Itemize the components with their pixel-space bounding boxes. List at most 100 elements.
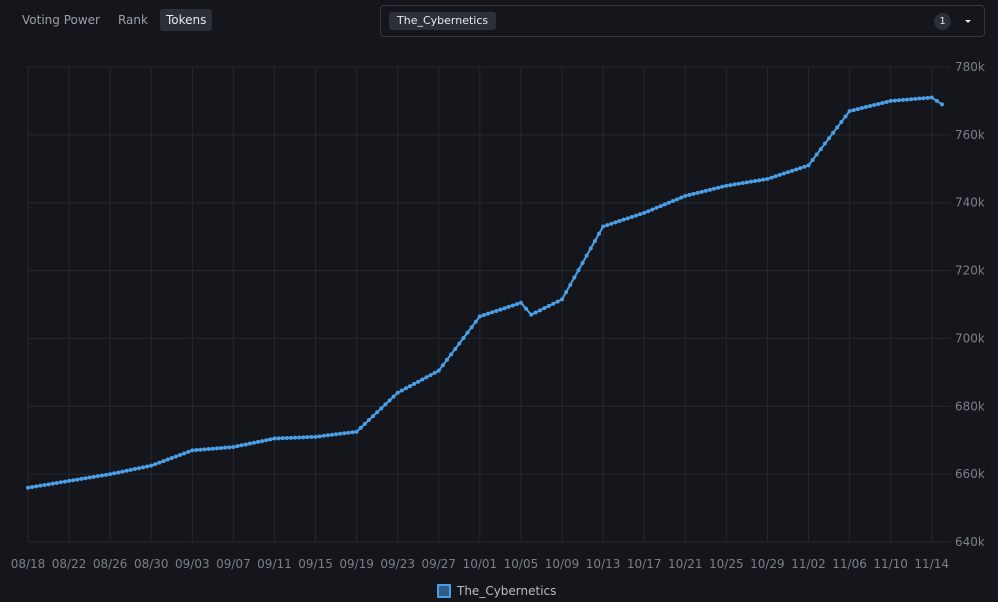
data-point: [695, 190, 700, 195]
data-point: [596, 231, 601, 236]
series-line: [27, 96, 943, 489]
data-point: [716, 185, 721, 190]
data-point: [272, 436, 277, 441]
data-point: [761, 177, 766, 182]
x-tick-label: 08/22: [52, 557, 87, 571]
data-point: [350, 430, 355, 435]
data-point: [428, 373, 433, 378]
data-point: [288, 435, 293, 440]
data-point: [449, 352, 454, 357]
data-point: [929, 95, 934, 100]
data-point: [190, 448, 195, 453]
data-point: [720, 184, 725, 189]
data-point: [473, 319, 478, 324]
x-tick-label: 11/14: [914, 557, 949, 571]
data-point: [206, 447, 211, 452]
data-point: [420, 377, 425, 382]
x-tick-label: 10/09: [545, 557, 580, 571]
data-point: [529, 312, 534, 317]
tab-voting-power[interactable]: Voting Power: [22, 13, 100, 27]
entity-selector[interactable]: The_Cybernetics 1: [380, 5, 985, 37]
data-point: [576, 268, 581, 273]
data-point: [136, 466, 141, 471]
data-point: [284, 436, 289, 441]
data-point: [494, 308, 499, 313]
data-point: [325, 433, 330, 438]
data-point: [806, 163, 811, 168]
data-point: [712, 186, 717, 191]
data-point: [592, 239, 597, 244]
data-point: [617, 219, 622, 224]
selected-entity-chip[interactable]: The_Cybernetics: [389, 12, 497, 30]
view-tabs: Voting Power Rank Tokens: [16, 9, 213, 31]
data-point: [210, 446, 215, 451]
y-tick-label: 740k: [955, 196, 985, 210]
data-point: [538, 308, 543, 313]
data-point: [375, 410, 380, 415]
data-point: [62, 479, 67, 484]
data-point: [395, 390, 400, 395]
data-point: [432, 370, 437, 375]
data-point: [506, 304, 511, 309]
data-point: [387, 398, 392, 403]
data-point: [30, 485, 35, 490]
data-point: [54, 480, 59, 485]
data-point: [827, 136, 832, 141]
x-tick-label: 09/23: [380, 557, 415, 571]
data-point: [58, 480, 63, 485]
x-tick-label: 10/17: [627, 557, 662, 571]
data-point: [391, 394, 396, 399]
x-tick-label: 08/26: [93, 557, 128, 571]
data-point: [268, 437, 273, 442]
data-point: [399, 388, 404, 393]
data-point: [781, 171, 786, 176]
y-tick-label: 680k: [955, 399, 985, 413]
data-point: [362, 421, 367, 426]
data-point: [740, 181, 745, 186]
data-point: [235, 444, 240, 449]
data-point: [601, 224, 606, 229]
data-point: [744, 180, 749, 185]
data-point: [625, 216, 630, 221]
data-point: [650, 207, 655, 212]
data-point: [839, 119, 844, 124]
data-point: [921, 96, 926, 101]
data-point: [802, 164, 807, 169]
data-point: [888, 98, 893, 103]
tab-tokens[interactable]: Tokens: [159, 9, 213, 31]
data-point: [851, 108, 856, 113]
chevron-down-icon[interactable]: [961, 11, 975, 31]
data-point: [868, 104, 873, 109]
data-point: [412, 381, 417, 386]
x-tick-label: 10/13: [586, 557, 621, 571]
data-point: [42, 483, 47, 487]
data-point: [379, 406, 384, 411]
chart-legend[interactable]: The_Cybernetics: [437, 584, 556, 598]
x-tick-label: 10/25: [709, 557, 744, 571]
data-point: [546, 303, 551, 308]
data-point: [605, 223, 610, 228]
x-tick-label: 10/21: [668, 557, 703, 571]
data-point: [798, 166, 803, 171]
legend-label: The_Cybernetics: [457, 584, 557, 598]
data-point: [227, 445, 232, 450]
data-point: [112, 471, 117, 476]
tab-rank[interactable]: Rank: [117, 13, 148, 27]
data-point: [91, 474, 96, 479]
data-point: [329, 432, 334, 437]
data-point: [654, 205, 659, 210]
data-point: [588, 246, 593, 251]
x-tick-label: 11/10: [873, 557, 908, 571]
y-tick-label: 720k: [955, 264, 985, 278]
data-point: [551, 301, 556, 306]
data-point: [276, 436, 281, 441]
data-point: [909, 97, 914, 102]
x-tick-label: 09/27: [421, 557, 456, 571]
data-point: [280, 436, 285, 441]
data-point: [670, 199, 675, 204]
data-point: [864, 105, 869, 110]
data-point: [338, 431, 343, 436]
data-point: [79, 476, 84, 481]
data-point: [83, 476, 88, 481]
data-point: [629, 214, 634, 219]
